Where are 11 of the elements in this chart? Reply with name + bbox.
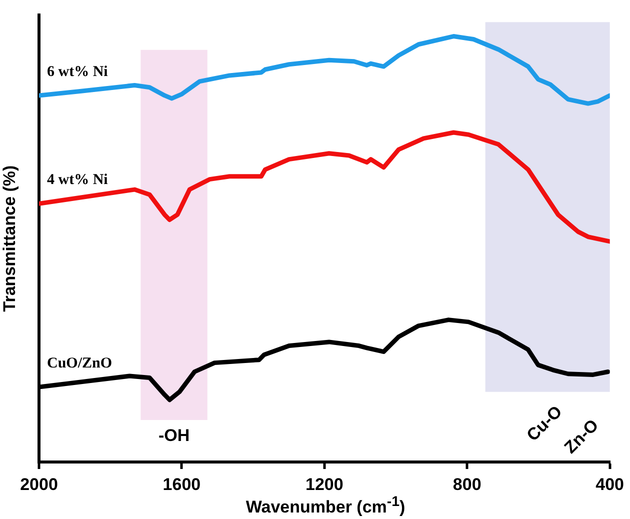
series-label: CuO/ZnO — [47, 355, 112, 372]
band-label: -OH — [158, 426, 190, 446]
x-tick-label: 800 — [452, 474, 482, 494]
series-label: 4 wt% Ni — [47, 172, 108, 188]
x-tick-label: 1200 — [305, 474, 344, 494]
x-tick-label: 2000 — [20, 474, 58, 494]
x-axis-title: Wavenumber (cm$^{-1}$) — [244, 494, 406, 518]
x-tick-label: 1600 — [162, 474, 201, 494]
y-axis-title: Transmittance (%) — [0, 165, 19, 312]
series-label: 6 wt% Ni — [47, 64, 108, 80]
x-tick-label: 400 — [596, 474, 624, 494]
